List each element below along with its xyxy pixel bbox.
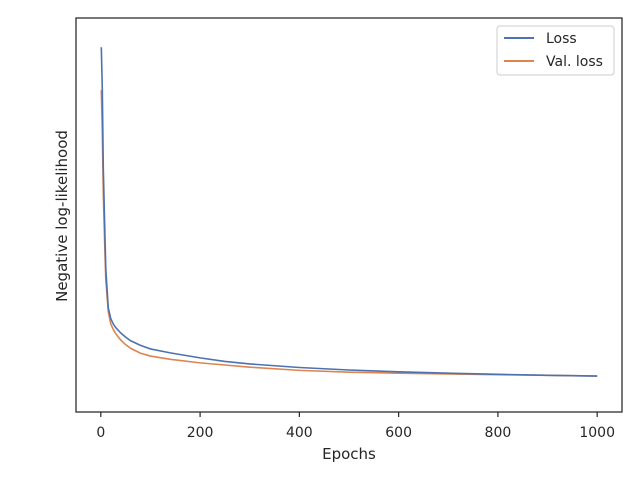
x-tick-label: 600 [385,425,412,441]
y-axis-label: Negative log-likelihood [53,130,71,302]
plot-background [76,18,622,412]
x-tick-label: 0 [96,425,105,441]
legend: Loss Val. loss [496,25,615,76]
x-tick-label: 1000 [579,425,615,441]
legend-label-loss: Loss [546,31,577,47]
series-layer [100,47,598,377]
x-tick-label: 800 [485,425,512,441]
legend-label-val-loss: Val. loss [546,54,603,70]
x-axis-ticks: 0 200 400 600 800 1000 [96,412,615,441]
x-tick-label: 400 [286,425,313,441]
series-line-loss [100,47,598,377]
x-tick-label: 200 [187,425,214,441]
x-axis-label: Epochs [322,445,376,463]
plot-frame [75,17,623,413]
